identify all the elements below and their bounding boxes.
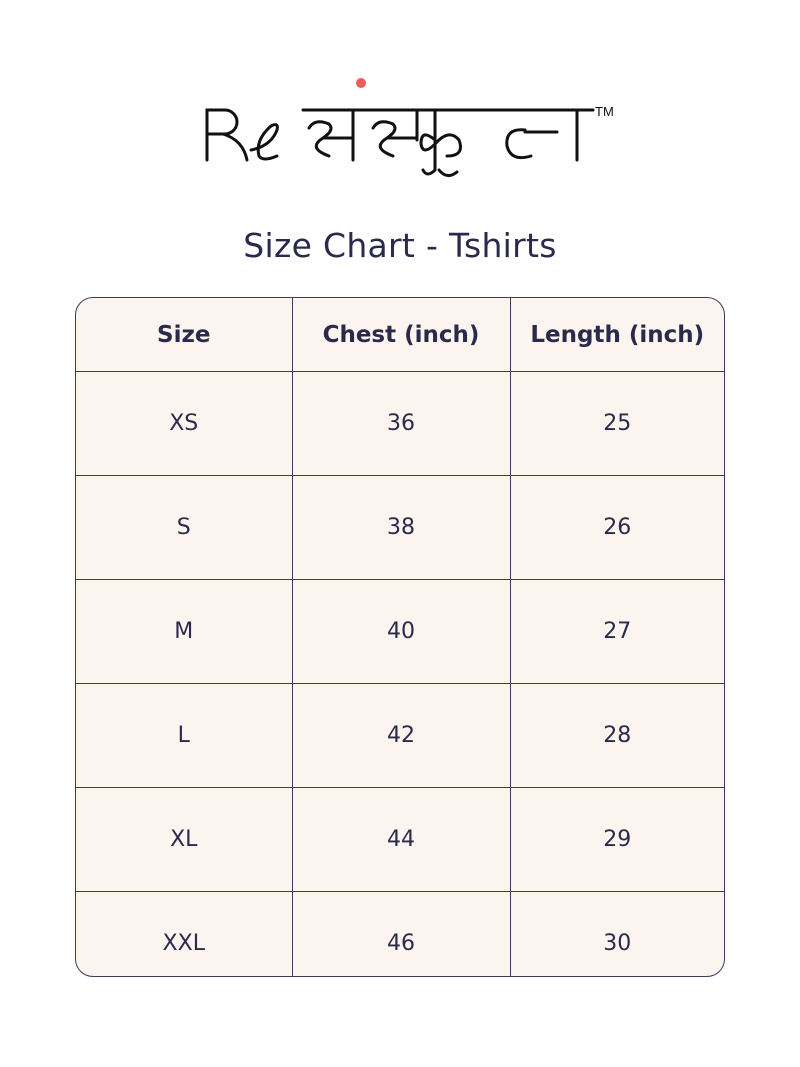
- cell-size: S: [76, 475, 293, 580]
- header-chest: Chest (inch): [291, 298, 511, 372]
- cell-size: XXL: [76, 891, 293, 976]
- table-header-row: Size Chest (inch) Length (inch): [76, 298, 724, 372]
- cell-length: 29: [509, 787, 724, 892]
- cell-chest: 44: [291, 787, 511, 892]
- page-title: Size Chart - Tshirts: [243, 226, 557, 265]
- cell-length: 27: [509, 579, 724, 684]
- table-row: M 40 27: [76, 579, 724, 684]
- cell-length: 25: [509, 371, 724, 476]
- trademark-mark: TM: [595, 104, 614, 119]
- cell-size: XS: [76, 371, 293, 476]
- cell-length: 26: [509, 475, 724, 580]
- header-size: Size: [76, 298, 293, 372]
- cell-size: L: [76, 683, 293, 788]
- table-row: XL 44 29: [76, 787, 724, 892]
- cell-length: 28: [509, 683, 724, 788]
- size-chart-table: Size Chest (inch) Length (inch) XS 36 25…: [75, 297, 725, 977]
- cell-chest: 42: [291, 683, 511, 788]
- table-row: S 38 26: [76, 475, 724, 580]
- brand-logo: TM: [205, 78, 614, 177]
- cell-size: XL: [76, 787, 293, 892]
- table-row: XXL 46 30: [76, 891, 724, 976]
- cell-chest: 38: [291, 475, 511, 580]
- cell-chest: 46: [291, 891, 511, 976]
- cell-length: 30: [509, 891, 724, 976]
- cell-chest: 36: [291, 371, 511, 476]
- cell-size: M: [76, 579, 293, 684]
- cell-chest: 40: [291, 579, 511, 684]
- table-row: XS 36 25: [76, 371, 724, 476]
- table-row: L 42 28: [76, 683, 724, 788]
- header-length: Length (inch): [509, 298, 724, 372]
- logo-dot: [356, 78, 366, 88]
